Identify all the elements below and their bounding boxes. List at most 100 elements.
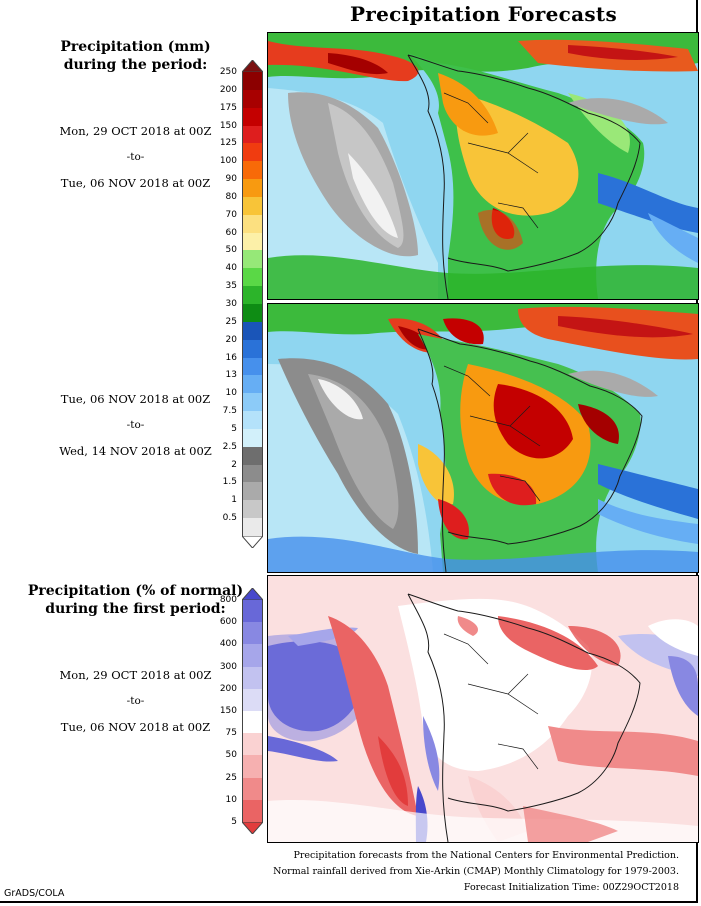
- mm-colorbar-label: 10: [225, 388, 237, 399]
- mm-colorbar-label: 16: [225, 352, 237, 363]
- percent-of-normal-map: [267, 575, 699, 843]
- pct-colorbar-swatch: [242, 666, 263, 690]
- footer-line-3: Forecast Initialization Time: 00Z29OCT20…: [463, 882, 679, 893]
- pct-colorbar-label: 600: [219, 617, 237, 628]
- mm-colorbar-swatch: [242, 518, 263, 537]
- pct-colorbar-swatch: [242, 600, 263, 623]
- mm-colorbar-label: 200: [219, 84, 237, 95]
- mm-colorbar-label: 175: [219, 102, 237, 113]
- mm-heading: Precipitation (mm) during the period:: [60, 39, 211, 73]
- figure-footer: Precipitation forecasts from the Nationa…: [259, 848, 679, 896]
- mm-colorbar-label: 20: [225, 334, 237, 345]
- mm-colorbar-swatch: [242, 428, 263, 448]
- period-2-separator: -to-: [126, 419, 145, 431]
- mm-colorbar-swatch: [242, 107, 263, 127]
- period-3-separator: -to-: [126, 695, 145, 707]
- mm-colorbar-swatch: [242, 286, 263, 305]
- period-3-end: Tue, 06 NOV 2018 at 00Z: [60, 720, 211, 734]
- pct-colorbar-swatch-bottom: [242, 822, 263, 834]
- mm-colorbar-label: 25: [225, 316, 237, 327]
- mm-colorbar-swatch: [242, 250, 263, 269]
- pct-colorbar-label: 10: [225, 794, 237, 805]
- pct-colorbar-label: 400: [219, 639, 237, 650]
- period-3-start: Mon, 29 OCT 2018 at 00Z: [59, 668, 212, 682]
- mm-colorbar-swatch: [242, 482, 263, 501]
- pct-colorbar-swatch-top: [242, 588, 263, 600]
- pct-colorbar-swatch: [242, 711, 263, 734]
- pct-colorbar-label: 75: [225, 728, 237, 739]
- mm-colorbar-label: 1: [231, 495, 237, 506]
- mm-colorbar-swatch: [242, 232, 263, 251]
- pct-heading: Precipitation (% of normal) during the f…: [27, 583, 244, 617]
- mm-colorbar-swatch: [242, 464, 263, 483]
- period-1-start: Mon, 29 OCT 2018 at 00Z: [59, 124, 212, 138]
- pct-colorbar-swatch: [242, 799, 263, 823]
- mm-colorbar-label: 2: [231, 459, 237, 470]
- mm-colorbar-label: 40: [225, 263, 237, 274]
- pct-colorbar-label: 50: [225, 750, 237, 761]
- mm-colorbar-label: 2.5: [222, 441, 237, 452]
- pct-colorbar-swatch: [242, 622, 263, 645]
- period-1-separator: -to-: [126, 151, 145, 163]
- mm-colorbar-swatch: [242, 321, 263, 341]
- mm-colorbar-swatch-top: [242, 60, 263, 72]
- mm-colorbar-swatch: [242, 375, 263, 394]
- mm-colorbar-swatch: [242, 446, 263, 466]
- forecast-map-period-1: [267, 32, 699, 300]
- period-1: Mon, 29 OCT 2018 at 00Z -to- Tue, 06 NOV…: [8, 118, 263, 196]
- mm-colorbar-swatch: [242, 179, 263, 198]
- pct-colorbar-label: 200: [219, 683, 237, 694]
- period-2-start: Tue, 06 NOV 2018 at 00Z: [60, 392, 211, 406]
- mm-colorbar-swatch: [242, 500, 263, 519]
- mm-colorbar-swatch: [242, 72, 263, 91]
- mm-colorbar-swatch: [242, 411, 263, 430]
- pct-colorbar-swatch: [242, 777, 263, 801]
- software-credit: GrADS/COLA: [4, 888, 65, 899]
- mm-colorbar-swatch: [242, 143, 263, 162]
- period-3: Mon, 29 OCT 2018 at 00Z -to- Tue, 06 NOV…: [8, 662, 263, 740]
- mm-colorbar-label: 250: [219, 67, 237, 77]
- mm-colorbar-swatch: [242, 125, 263, 144]
- mm-colorbar-label: 35: [225, 281, 237, 292]
- footer-line-2: Normal rainfall derived from Xie-Arkin (…: [273, 866, 679, 877]
- pct-colorbar-label: 25: [225, 772, 237, 783]
- mm-colorbar-label: 70: [225, 209, 237, 220]
- pct-colorbar-label: 150: [219, 706, 237, 716]
- period-2: Tue, 06 NOV 2018 at 00Z -to- Wed, 14 NOV…: [8, 386, 263, 464]
- mm-colorbar-label: 150: [219, 120, 237, 131]
- mm-colorbar-swatch: [242, 357, 263, 376]
- pct-colorbar-swatch: [242, 644, 263, 668]
- mm-colorbar-swatch-bottom: [242, 536, 263, 548]
- mm-colorbar-label: 60: [225, 227, 237, 238]
- mm-colorbar-swatch: [242, 89, 263, 109]
- mm-colorbar-label: 90: [225, 174, 237, 185]
- mm-colorbar-label: 100: [219, 156, 237, 167]
- mm-colorbar-label: 1.5: [222, 477, 237, 488]
- period-1-end: Tue, 06 NOV 2018 at 00Z: [60, 176, 211, 190]
- mm-colorbar-swatch: [242, 339, 263, 359]
- mm-colorbar-label: 30: [225, 299, 237, 309]
- pct-colorbar: 800 600 400 300 200 150 75 50 25 10 5: [220, 588, 268, 834]
- mm-colorbar-label: 13: [225, 370, 237, 381]
- mm-colorbar-swatch: [242, 268, 263, 287]
- footer-line-1: Precipitation forecasts from the Nationa…: [293, 850, 680, 861]
- mm-colorbar-swatch: [242, 161, 263, 180]
- mm-colorbar-swatch: [242, 304, 263, 323]
- mm-colorbar-label: 5: [231, 423, 237, 434]
- pct-colorbar-label: 800: [219, 595, 237, 605]
- mm-colorbar-swatch: [242, 196, 263, 216]
- pct-colorbar-swatch: [242, 688, 263, 712]
- mm-colorbar-swatch: [242, 214, 263, 234]
- mm-colorbar-label: 50: [225, 245, 237, 256]
- pct-colorbar-label: 5: [231, 817, 237, 827]
- figure-title: Precipitation Forecasts: [349, 2, 618, 26]
- pct-colorbar-label: 300: [219, 661, 237, 672]
- forecast-map-period-2: [267, 303, 699, 573]
- mm-colorbar: 250 200 175 150 125 100 90 80 70 60 50 40 35 30 25 20 16…: [220, 60, 268, 548]
- pct-colorbar-swatch: [242, 755, 263, 779]
- pct-colorbar-swatch: [242, 733, 263, 756]
- mm-colorbar-label: 0.5: [222, 513, 237, 524]
- mm-colorbar-label: 7.5: [222, 406, 237, 417]
- mm-colorbar-label: 80: [225, 191, 237, 202]
- mm-colorbar-swatch: [242, 393, 263, 412]
